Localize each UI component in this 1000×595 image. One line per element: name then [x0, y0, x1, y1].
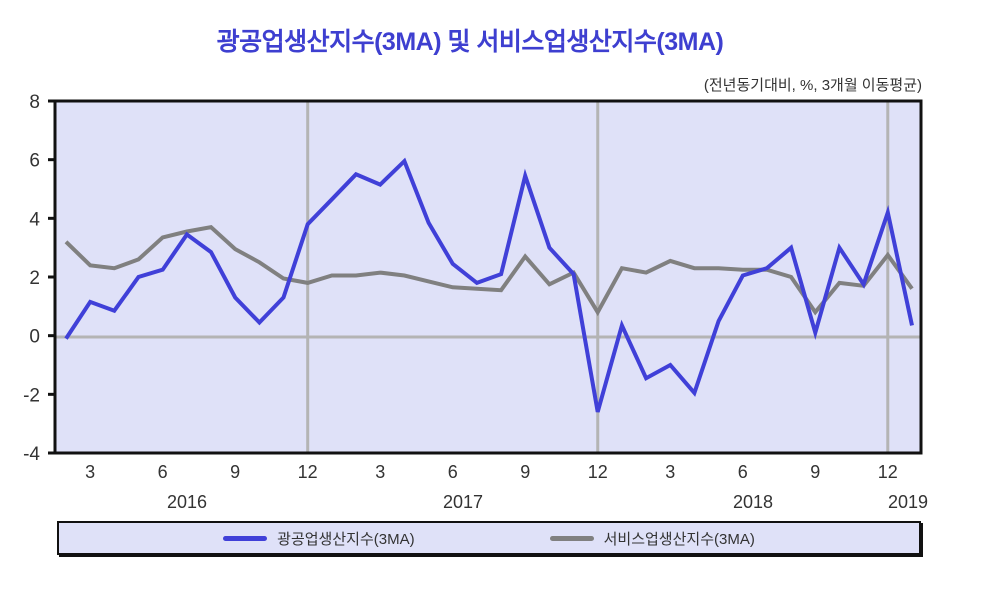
x-month-label: 6 [448, 462, 458, 482]
y-tick-label: -4 [23, 444, 40, 465]
x-month-label: 3 [665, 462, 675, 482]
unit-note: (전년동기대비, %, 3개월 이동평균) [703, 77, 922, 94]
x-month-label: 9 [810, 462, 820, 482]
x-month-label: 12 [878, 462, 898, 482]
x-month-label: 9 [520, 462, 530, 482]
vertical-gridlines [306, 101, 890, 453]
x-year-label: 2017 [443, 492, 483, 512]
legend-swatch-blue [223, 535, 268, 541]
x-month-label: 3 [375, 462, 385, 482]
chart-title: 광공업생산지수(3MA) 및 서비스업생산지수(3MA) [216, 28, 724, 56]
series-lines [64, 157, 914, 413]
legend-item-mining: 광공업생산지수(3MA) [223, 528, 415, 549]
y-tick-label: 2 [29, 268, 40, 289]
y-tick-label: 4 [29, 209, 40, 230]
x-year-label: 2019 [888, 492, 928, 512]
x-month-label: 12 [588, 462, 608, 482]
x-month-label: 6 [158, 462, 168, 482]
legend-swatch-gray [549, 535, 594, 541]
legend-label: 서비스업생산지수(3MA) [603, 530, 755, 548]
x-month-label: 12 [298, 462, 318, 482]
legend-label: 광공업생산지수(3MA) [277, 530, 415, 548]
y-axis: -4 -2 0 2 4 6 8 [23, 92, 55, 465]
line-chart: -4 -2 0 2 4 6 8 3 6 9 12 3 6 9 12 3 6 9 12 2016 2017 2018 201… [23, 92, 928, 512]
service-production-line [64, 224, 914, 317]
x-year-label: 2018 [733, 492, 773, 512]
mining-production-line [64, 157, 914, 413]
x-month-label: 3 [85, 462, 95, 482]
y-tick-label: 8 [29, 92, 40, 113]
y-tick-label: -2 [23, 385, 40, 406]
x-year-label: 2016 [167, 492, 207, 512]
legend-item-service: 서비스업생산지수(3MA) [549, 528, 755, 549]
x-month-label: 6 [738, 462, 748, 482]
y-tick-label: 6 [29, 151, 40, 172]
x-month-label: 9 [230, 462, 240, 482]
legend: 광공업생산지수(3MA) 서비스업생산지수(3MA) [57, 521, 921, 555]
x-axis: 3 6 9 12 3 6 9 12 3 6 9 12 2016 2017 2018 2019 [85, 462, 928, 512]
y-tick-label: 0 [29, 327, 40, 348]
